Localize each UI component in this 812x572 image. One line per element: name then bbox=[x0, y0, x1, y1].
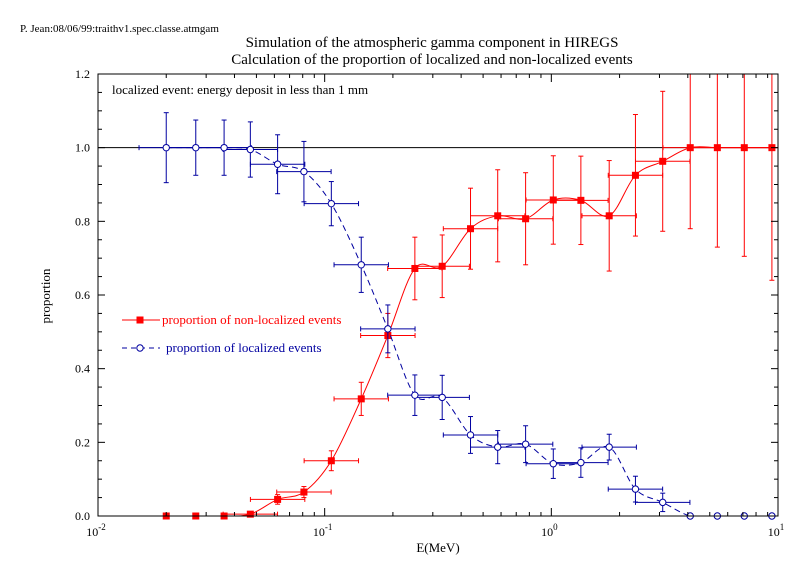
data-point-localized bbox=[162, 143, 170, 152]
data-point-localized bbox=[246, 145, 255, 154]
y-axis: 0.0 0.2 0.4 0.6 0.8 1.0 1.2 bbox=[75, 67, 778, 523]
data-point-localized bbox=[605, 443, 613, 451]
data-point-localized bbox=[466, 431, 475, 439]
series-line bbox=[166, 146, 772, 516]
data-point-non-localized bbox=[327, 457, 335, 465]
data-point-non-localized bbox=[246, 510, 254, 518]
legend-label-localized: proportion of localized events bbox=[166, 340, 322, 355]
data-point-localized bbox=[521, 440, 530, 448]
header-tag: P. Jean:08/06/99:traithv1.spec.classe.at… bbox=[20, 23, 219, 35]
legend-item-localized: proportion of localized events bbox=[122, 340, 322, 355]
data-point-localized bbox=[659, 498, 667, 507]
x-tick-label: 10-2 bbox=[86, 522, 106, 539]
annotation-text: localized event: energy deposit in less … bbox=[112, 82, 368, 97]
data-point-non-localized bbox=[713, 144, 721, 152]
data-point-localized bbox=[192, 143, 200, 152]
y-tick-label: 0.2 bbox=[75, 435, 90, 449]
y-tick-label: 0.8 bbox=[75, 214, 90, 228]
data-point-localized bbox=[300, 167, 308, 176]
legend-marker-localized bbox=[136, 344, 144, 352]
data-point-non-localized bbox=[577, 196, 585, 204]
data-point-localized bbox=[411, 391, 419, 399]
data-point-non-localized bbox=[357, 395, 365, 403]
data-point-non-localized bbox=[467, 225, 475, 233]
data-point-non-localized bbox=[274, 495, 282, 503]
data-point-localized bbox=[494, 443, 502, 451]
x-tick-label: 10-1 bbox=[313, 522, 333, 539]
plot-area bbox=[98, 74, 778, 520]
data-point-localized bbox=[438, 393, 446, 402]
data-point-non-localized bbox=[438, 262, 446, 270]
data-point-non-localized bbox=[549, 196, 557, 204]
x-tick-label: 101 bbox=[768, 522, 785, 539]
chart-subtitle: Calculation of the proportion of localiz… bbox=[231, 52, 633, 68]
legend-item-non-localized: proportion of non-localized events bbox=[122, 312, 341, 327]
chart-title: Simulation of the atmospheric gamma comp… bbox=[246, 35, 619, 51]
data-point-non-localized bbox=[631, 171, 639, 179]
data-point-localized bbox=[327, 199, 336, 208]
y-tick-label: 0.4 bbox=[75, 362, 90, 376]
y-tick-label: 0.6 bbox=[75, 288, 90, 302]
y-axis-label: proportion bbox=[38, 268, 53, 323]
y-tick-label: 1.2 bbox=[75, 67, 90, 81]
data-point-localized bbox=[384, 325, 392, 333]
data-point-localized bbox=[631, 485, 640, 493]
data-point-non-localized bbox=[300, 488, 308, 496]
data-point-non-localized bbox=[659, 157, 667, 165]
x-axis: 10-2 10-1 100 101 bbox=[86, 74, 784, 539]
data-point-localized bbox=[577, 458, 585, 467]
y-tick-label: 1.0 bbox=[75, 141, 90, 155]
data-point-localized bbox=[357, 261, 365, 269]
data-point-localized bbox=[220, 143, 228, 152]
plot-frame bbox=[97, 73, 779, 517]
data-point-non-localized bbox=[740, 144, 748, 152]
data-point-non-localized bbox=[605, 212, 613, 220]
series-line bbox=[166, 147, 772, 516]
data-point-non-localized bbox=[686, 144, 694, 152]
legend: proportion of non-localized events propo… bbox=[122, 312, 341, 355]
data-point-localized bbox=[273, 160, 282, 168]
y-tick-label: 0.0 bbox=[75, 509, 90, 523]
data-point-localized bbox=[549, 459, 557, 468]
x-axis-label: E(MeV) bbox=[416, 540, 459, 555]
data-point-non-localized bbox=[494, 212, 502, 220]
data-point-non-localized bbox=[522, 215, 530, 223]
legend-label-non-localized: proportion of non-localized events bbox=[162, 312, 341, 327]
data-point-non-localized bbox=[411, 264, 419, 272]
legend-marker-non-localized bbox=[136, 316, 144, 324]
x-tick-label: 100 bbox=[541, 522, 558, 539]
